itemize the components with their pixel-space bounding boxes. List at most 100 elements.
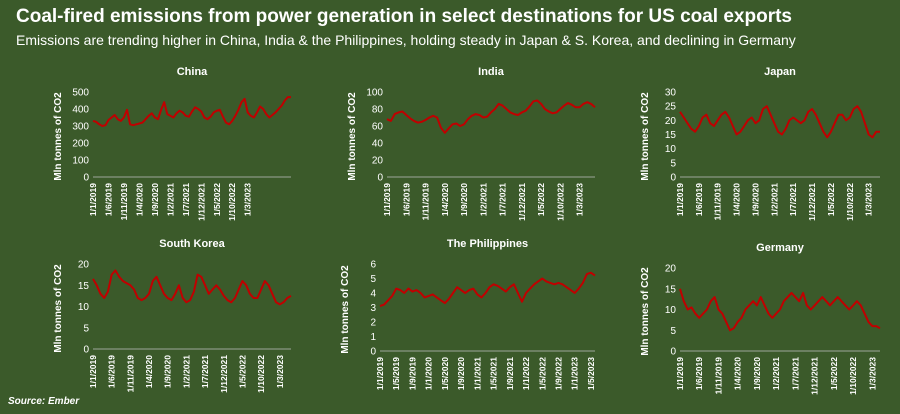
y-tick-label: 1 — [370, 332, 376, 343]
chart-title: South Korea — [159, 238, 225, 250]
x-tick-label: 1/12/2021 — [517, 183, 527, 221]
x-tick-label: 1/4/2020 — [732, 183, 742, 216]
y-axis-label: Mln tonnes of CO2 — [640, 92, 651, 181]
x-tick-label: 1/10/2022 — [845, 183, 855, 221]
chart-title: Japan — [764, 66, 796, 78]
x-tick-label: 1/5/2022 — [212, 183, 222, 216]
y-axis-label: Mln tonnes of CO2 — [340, 265, 351, 354]
y-tick-label: 15 — [665, 130, 677, 141]
x-tick-label: 1/6/2019 — [694, 357, 704, 390]
y-axis-label: Mln tonnes of CO2 — [53, 92, 64, 181]
x-tick-label: 1/9/2020 — [459, 183, 469, 216]
x-tick-label: 1/2/2021 — [165, 183, 175, 216]
chart-title: India — [478, 66, 505, 78]
y-tick-label: 300 — [72, 122, 89, 133]
x-tick-label: 1/6/2019 — [107, 355, 117, 388]
x-tick-label: 1/9/2020 — [752, 357, 762, 390]
x-tick-label: 1/2/2021 — [181, 355, 191, 388]
x-tick-label: 1/6/2019 — [401, 183, 411, 216]
x-tick-label: 1/1/2020 — [424, 357, 434, 390]
chart-title: The Philippines — [447, 238, 528, 250]
x-tick-label: 1/4/2020 — [144, 355, 154, 388]
y-tick-label: 20 — [665, 264, 677, 275]
y-tick-label: 100 — [366, 88, 383, 99]
y-tick-label: 6 — [370, 260, 376, 271]
x-tick-label: 1/6/2019 — [103, 183, 113, 216]
x-tick-label: 1/3/2023 — [575, 183, 585, 216]
y-tick-label: 200 — [72, 139, 89, 150]
y-tick-label: 10 — [665, 305, 677, 316]
y-tick-label: 2 — [370, 318, 376, 329]
x-tick-label: 1/2/2021 — [771, 357, 781, 390]
x-tick-label: 1/5/2022 — [829, 357, 839, 390]
y-tick-label: 20 — [78, 260, 90, 271]
x-tick-label: 1/1/2019 — [382, 183, 392, 216]
y-tick-label: 5 — [670, 158, 676, 169]
x-tick-label: 1/10/2022 — [227, 183, 237, 221]
y-tick-label: 10 — [78, 302, 90, 313]
y-tick-label: 5 — [670, 326, 676, 337]
x-tick-label: 1/7/2021 — [200, 355, 210, 388]
x-tick-label: 1/9/2020 — [150, 183, 160, 216]
chart-panel: South Korea Mln tonnes of CO2 0 5 10 15 20 1/1/… — [53, 238, 292, 393]
source-note: Source: Ember — [8, 396, 80, 407]
x-tick-label: 1/1/2019 — [675, 183, 685, 216]
chart-panel: Japan Mln tonnes of CO2 0 5 10 15 20 25 30 1/1/20… — [640, 66, 880, 221]
y-tick-label: 3 — [370, 303, 376, 314]
x-tick-label: 1/1/2022 — [521, 357, 531, 390]
series-line — [92, 269, 292, 306]
x-tick-label: 1/11/2019 — [421, 183, 431, 221]
x-tick-label: 1/7/2021 — [498, 183, 508, 216]
x-tick-label: 1/5/2020 — [440, 357, 450, 390]
x-tick-label: 1/1/2021 — [472, 357, 482, 390]
y-tick-label: 500 — [72, 88, 89, 99]
x-tick-label: 1/4/2020 — [440, 183, 450, 216]
y-tick-label: 0 — [377, 173, 383, 184]
y-tick-label: 400 — [72, 105, 89, 116]
x-tick-label: 1/6/2019 — [694, 183, 704, 216]
x-tick-label: 1/3/2023 — [867, 357, 877, 390]
x-tick-label: 1/9/2022 — [553, 357, 563, 390]
chart-panel: The Philippines Mln tonnes of CO2 0 1 2 3 4 5 6 1… — [340, 238, 596, 390]
x-tick-label: 1/9/2019 — [407, 357, 417, 390]
x-tick-label: 1/2/2021 — [478, 183, 488, 216]
y-axis-label: Mln tonnes of CO2 — [347, 92, 358, 181]
y-axis-label: Mln tonnes of CO2 — [53, 264, 64, 353]
page-subtitle: Emissions are trending higher in China, … — [16, 32, 796, 48]
x-tick-label: 1/9/2020 — [163, 355, 173, 388]
y-tick-label: 0 — [370, 347, 376, 358]
x-tick-label: 1/1/2019 — [375, 357, 385, 390]
y-tick-label: 20 — [665, 116, 677, 127]
x-tick-label: 1/12/2021 — [219, 355, 229, 393]
x-tick-label: 1/1/2019 — [88, 355, 98, 388]
x-tick-label: 1/2/2021 — [769, 183, 779, 216]
x-tick-label: 1/3/2023 — [864, 183, 874, 216]
y-tick-label: 0 — [83, 345, 89, 356]
chart-panel: China Mln tonnes of CO2 0 100 200 300 400 500 1/… — [53, 66, 291, 221]
x-tick-label: 1/10/2022 — [848, 357, 858, 395]
chart-title: China — [177, 66, 208, 78]
series-line — [379, 271, 596, 308]
x-tick-label: 1/12/2021 — [196, 183, 206, 221]
x-tick-label: 1/7/2021 — [790, 357, 800, 390]
x-tick-label: 1/5/2023 — [586, 357, 596, 390]
y-tick-label: 5 — [370, 274, 376, 285]
y-axis-label: Mln tonnes of CO2 — [640, 267, 651, 356]
x-tick-label: 1/12/2021 — [810, 357, 820, 395]
x-tick-label: 1/4/2020 — [134, 183, 144, 216]
x-tick-label: 1/5/2022 — [537, 357, 547, 390]
y-tick-label: 15 — [665, 284, 677, 295]
y-tick-label: 30 — [665, 88, 677, 99]
y-tick-label: 0 — [670, 173, 676, 184]
x-tick-label: 1/5/2022 — [237, 355, 247, 388]
series-line — [679, 288, 881, 332]
y-tick-label: 40 — [372, 139, 384, 150]
x-tick-label: 1/9/2020 — [456, 357, 466, 390]
y-tick-label: 15 — [78, 281, 90, 292]
x-tick-label: 1/9/2020 — [750, 183, 760, 216]
x-tick-label: 1/11/2019 — [713, 357, 723, 395]
x-tick-label: 1/10/2022 — [555, 183, 565, 221]
x-tick-label: 1/11/2019 — [125, 355, 135, 393]
chart-panel: Germany Mln tonnes of CO2 0 5 10 15 20 1/1/2019… — [640, 242, 881, 395]
y-tick-label: 100 — [72, 156, 89, 167]
